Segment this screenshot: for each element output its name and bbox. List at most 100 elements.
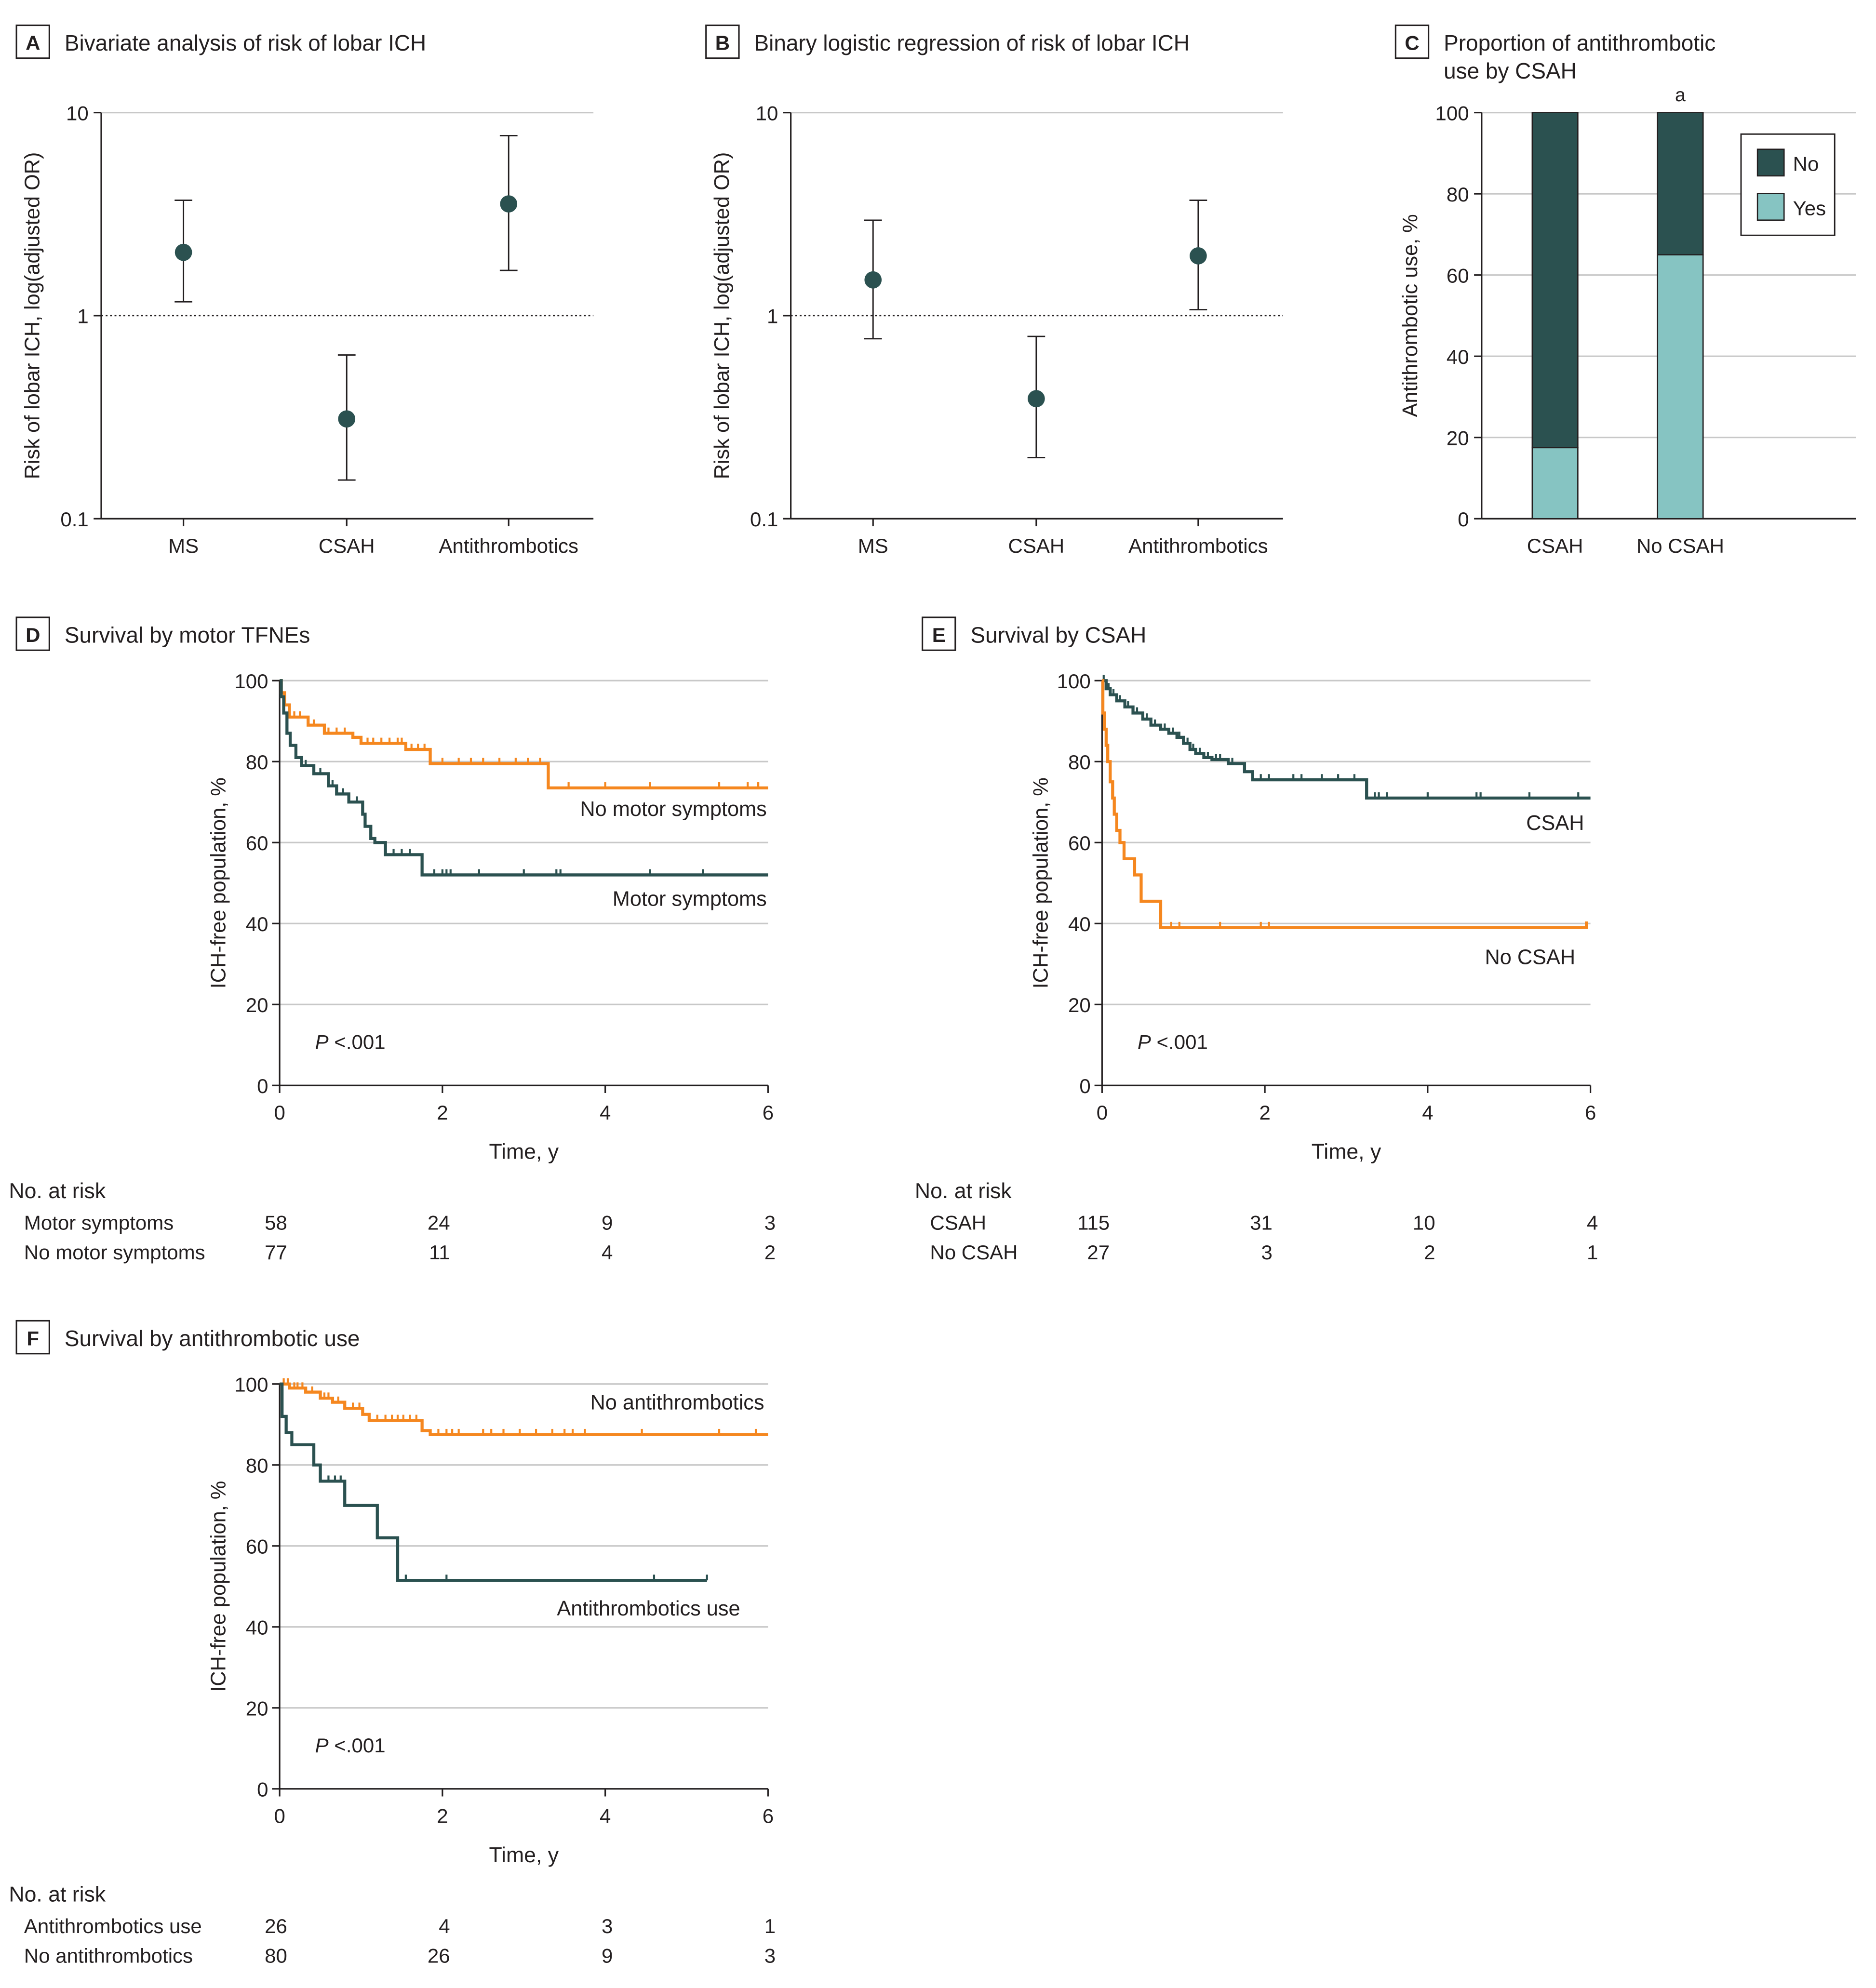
panel-title: Survival by antithrombotic use [65,1326,360,1351]
y-tick-label: 1 [77,305,88,328]
x-tick-label: 6 [1585,1101,1596,1124]
x-tick-label: MS [168,534,199,557]
panel-letter-box [15,1320,50,1355]
risk-table-header: No. at risk [915,1179,1012,1203]
panel-title-line-1: Proportion of antithrombotic [1444,30,1715,55]
x-axis-label: Time, y [1312,1140,1381,1164]
x-tick-label: 4 [1422,1101,1433,1124]
panel-letter: A [26,32,40,54]
risk-table-value: 31 [1250,1212,1273,1234]
panel-letter: C [1405,32,1419,54]
y-tick-label: 0 [257,1778,268,1801]
risk-table-value: 9 [602,1945,613,1967]
or-point-Antithrombotics [1190,247,1207,265]
p-value: P <.001 [315,1031,386,1054]
p-value-text: <.001 [1151,1031,1208,1054]
y-tick-label: 20 [246,994,268,1016]
risk-table-value: 9 [602,1212,613,1234]
p-value-italic: P [315,1734,329,1757]
risk-table-value: 3 [764,1945,776,1967]
risk-table-value: 3 [1261,1241,1273,1264]
y-tick-label: 0 [1079,1075,1090,1097]
x-tick-label: 2 [437,1805,448,1828]
x-tick-label: 4 [600,1101,611,1124]
panel-title: Bivariate analysis of risk of lobar ICH [65,30,426,55]
risk-table-row-label: CSAH [930,1212,986,1234]
y-tick-label: 100 [234,670,268,693]
km-curve-no-antithrombotics [280,1382,768,1436]
panel-letter-box [922,616,956,651]
bar-yes-CSAH [1531,447,1579,520]
km-curve-motor-symptoms [280,679,768,877]
y-tick-label: 40 [1447,346,1469,368]
risk-table-row-label: No motor symptoms [24,1241,205,1264]
risk-table-value: 2 [1424,1241,1435,1264]
risk-table-value: 115 [1077,1212,1110,1234]
p-value-italic: P [315,1031,329,1054]
risk-table-value: 4 [1587,1212,1598,1234]
x-tick-label: No CSAH [1636,534,1724,557]
curve-label: Antithrombotics use [557,1597,740,1620]
panel-title: Survival by CSAH [970,623,1146,648]
y-tick-label: 20 [246,1697,268,1720]
y-tick-label: 0 [1458,508,1469,531]
y-tick-label: 1 [767,305,778,328]
x-axis-label: Time, y [489,1843,559,1867]
panel-title-line-2: use by CSAH [1444,58,1577,83]
curve-label: No motor symptoms [580,798,766,821]
risk-table-row-label: Antithrombotics use [24,1915,202,1937]
y-tick-label: 60 [246,1535,268,1558]
panel-letter-box [1394,24,1430,59]
risk-table-row-label: No CSAH [930,1241,1018,1264]
risk-table-row-label: No antithrombotics [24,1945,193,1967]
panel-F: F Survival by antithrombotic use020406080… [9,1320,776,1967]
p-value-text: <.001 [329,1734,386,1757]
panel-C: C Proportion of antithrombotic use by CSAH… [1394,24,1856,557]
y-tick-label: 40 [1068,913,1091,935]
y-tick-label: 80 [246,751,268,774]
or-point-CSAH [1028,390,1045,408]
panel-E: E Survival by CSAH 0 20 40 60 80 100 0 2 4 6 Time, y… [915,616,1598,1264]
significance-annotation: a [1675,84,1686,106]
y-tick-label: 60 [1447,264,1469,287]
or-point-Antithrombotics [500,195,518,213]
panel-letter: B [715,32,730,54]
y-axis-label: ICH-free population, % [207,777,230,988]
y-tick-label: 80 [1447,183,1469,206]
p-value: P <.001 [1138,1031,1208,1054]
x-axis-label: Time, y [489,1140,559,1164]
panel-title: Survival by motor TFNEs [65,623,310,648]
x-tick-label: CSAH [319,534,375,557]
legend-swatch-no [1756,148,1785,177]
y-tick-label: 0 [257,1075,268,1097]
y-axis-label: Risk of lobar ICH, log(adjusted OR) [710,152,734,480]
or-point-MS [174,243,192,261]
x-tick-label: CSAH [1008,534,1065,557]
x-tick-label: 0 [274,1101,285,1124]
legend-box [1740,133,1836,236]
y-tick-label: 40 [246,913,268,935]
risk-table-header: No. at risk [9,1179,106,1203]
curve-label: Motor symptoms [613,888,767,911]
p-value-text: <.001 [329,1031,386,1054]
panel-letter: F [27,1327,39,1350]
panel-letter-box [15,616,50,651]
risk-table-value: 58 [265,1212,287,1234]
y-tick-label: 80 [1068,751,1091,774]
y-tick-label: 0.1 [60,508,88,531]
risk-table-value: 77 [265,1241,287,1264]
or-point-MS [864,271,882,289]
risk-table-row-label: Motor symptoms [24,1212,174,1234]
panel-letter-box [15,24,50,59]
panel-title: Binary logistic regression of risk of lo… [754,30,1190,55]
risk-table-value: 3 [602,1915,613,1937]
curve-label: CSAH [1526,812,1584,835]
or-point-CSAH [338,410,356,428]
risk-table-value: 1 [1587,1241,1598,1264]
p-value: P <.001 [315,1734,386,1757]
y-tick-label: 20 [1447,427,1469,449]
panel-letter: D [26,624,40,646]
y-tick-label: 60 [246,832,268,854]
legend-swatch-yes [1756,193,1785,221]
panel-A: A Bivariate analysis of risk of lobar ICH… [15,24,594,557]
